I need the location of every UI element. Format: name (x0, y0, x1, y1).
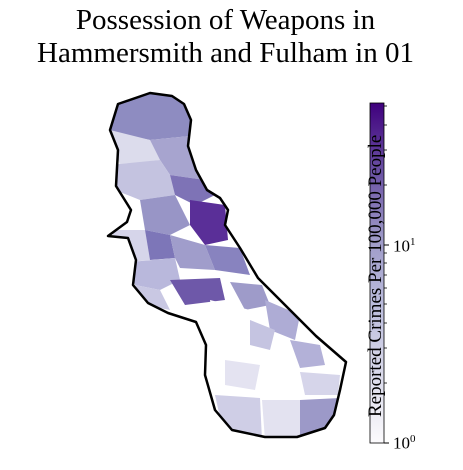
region (260, 370, 300, 398)
region (300, 372, 340, 395)
title-line-1: Possession of Weapons in (75, 4, 376, 36)
colorbar (369, 102, 389, 444)
region (110, 160, 175, 200)
region (225, 360, 260, 390)
borough-boundary (106, 91, 348, 439)
region (190, 200, 228, 245)
region (205, 245, 250, 275)
tick-exponent: 1 (410, 236, 416, 248)
region (110, 130, 160, 165)
region (250, 320, 275, 350)
region (140, 195, 190, 235)
borough-regions (108, 93, 346, 437)
region (135, 285, 170, 310)
region (262, 400, 300, 437)
colorbar-tick-label-10: 101 (393, 236, 416, 257)
region (130, 258, 180, 290)
region (145, 230, 175, 260)
tick-base: 10 (393, 236, 410, 256)
colorbar-tick-label-1: 100 (393, 433, 416, 454)
region (170, 235, 215, 270)
map-title: Possession of Weapons in Hammersmith and… (0, 4, 451, 70)
region (230, 282, 270, 310)
colorbar-gradient (369, 102, 385, 444)
title-line-2: Hammersmith and Fulham in 01 (37, 37, 414, 69)
tick-exponent: 0 (410, 433, 416, 445)
region (170, 278, 225, 305)
colorbar-label: Reported Crimes Per 100,000 People (365, 134, 386, 417)
tick-base: 10 (393, 433, 410, 453)
region (290, 340, 325, 368)
region (210, 300, 250, 340)
